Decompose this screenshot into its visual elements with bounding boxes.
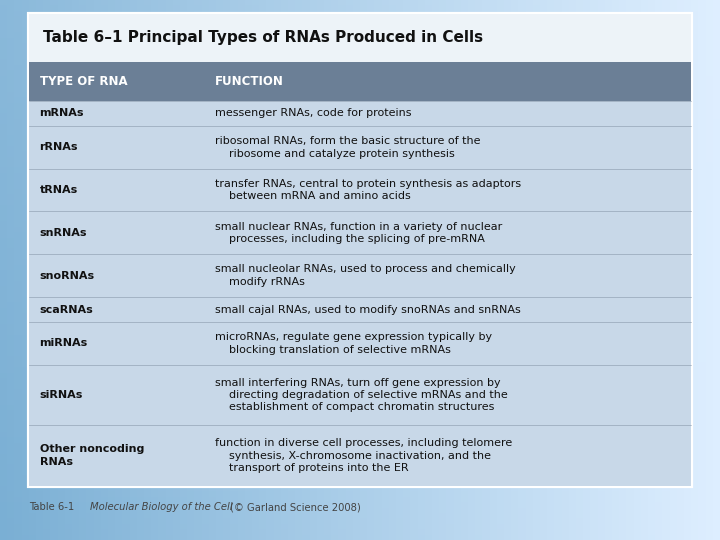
Text: (© Garland Science 2008): (© Garland Science 2008) [230, 502, 361, 512]
Text: snRNAs: snRNAs [40, 228, 87, 238]
Text: small cajal RNAs, used to modify snoRNAs and snRNAs: small cajal RNAs, used to modify snoRNAs… [215, 305, 521, 314]
Text: FUNCTION: FUNCTION [215, 75, 284, 88]
FancyBboxPatch shape [29, 14, 691, 486]
FancyBboxPatch shape [29, 14, 691, 62]
FancyBboxPatch shape [29, 62, 691, 486]
Text: microRNAs, regulate gene expression typically by
    blocking translation of sel: microRNAs, regulate gene expression typi… [215, 332, 492, 355]
Text: function in diverse cell processes, including telomere
    synthesis, X-chromoso: function in diverse cell processes, incl… [215, 438, 513, 473]
Text: rRNAs: rRNAs [40, 143, 78, 152]
Text: transfer RNAs, central to protein synthesis as adaptors
    between mRNA and ami: transfer RNAs, central to protein synthe… [215, 179, 521, 201]
Text: small interfering RNAs, turn off gene expression by
    directing degradation of: small interfering RNAs, turn off gene ex… [215, 377, 508, 413]
Text: Other noncoding
RNAs: Other noncoding RNAs [40, 444, 144, 467]
Text: small nucleolar RNAs, used to process and chemically
    modify rRNAs: small nucleolar RNAs, used to process an… [215, 265, 516, 287]
Text: Table 6-1: Table 6-1 [29, 502, 81, 512]
Text: mRNAs: mRNAs [40, 109, 84, 118]
Text: snoRNAs: snoRNAs [40, 271, 95, 281]
Text: scaRNAs: scaRNAs [40, 305, 94, 314]
FancyBboxPatch shape [29, 62, 691, 101]
Text: ribosomal RNAs, form the basic structure of the
    ribosome and catalyze protei: ribosomal RNAs, form the basic structure… [215, 136, 481, 159]
Text: tRNAs: tRNAs [40, 185, 78, 195]
Text: Table 6–1 Principal Types of RNAs Produced in Cells: Table 6–1 Principal Types of RNAs Produc… [43, 30, 483, 45]
Text: TYPE OF RNA: TYPE OF RNA [40, 75, 127, 88]
Text: small nuclear RNAs, function in a variety of nuclear
    processes, including th: small nuclear RNAs, function in a variet… [215, 222, 503, 244]
Text: miRNAs: miRNAs [40, 339, 88, 348]
Text: siRNAs: siRNAs [40, 390, 83, 400]
Text: messenger RNAs, code for proteins: messenger RNAs, code for proteins [215, 109, 412, 118]
Text: Molecular Biology of the Cell: Molecular Biology of the Cell [90, 502, 233, 512]
